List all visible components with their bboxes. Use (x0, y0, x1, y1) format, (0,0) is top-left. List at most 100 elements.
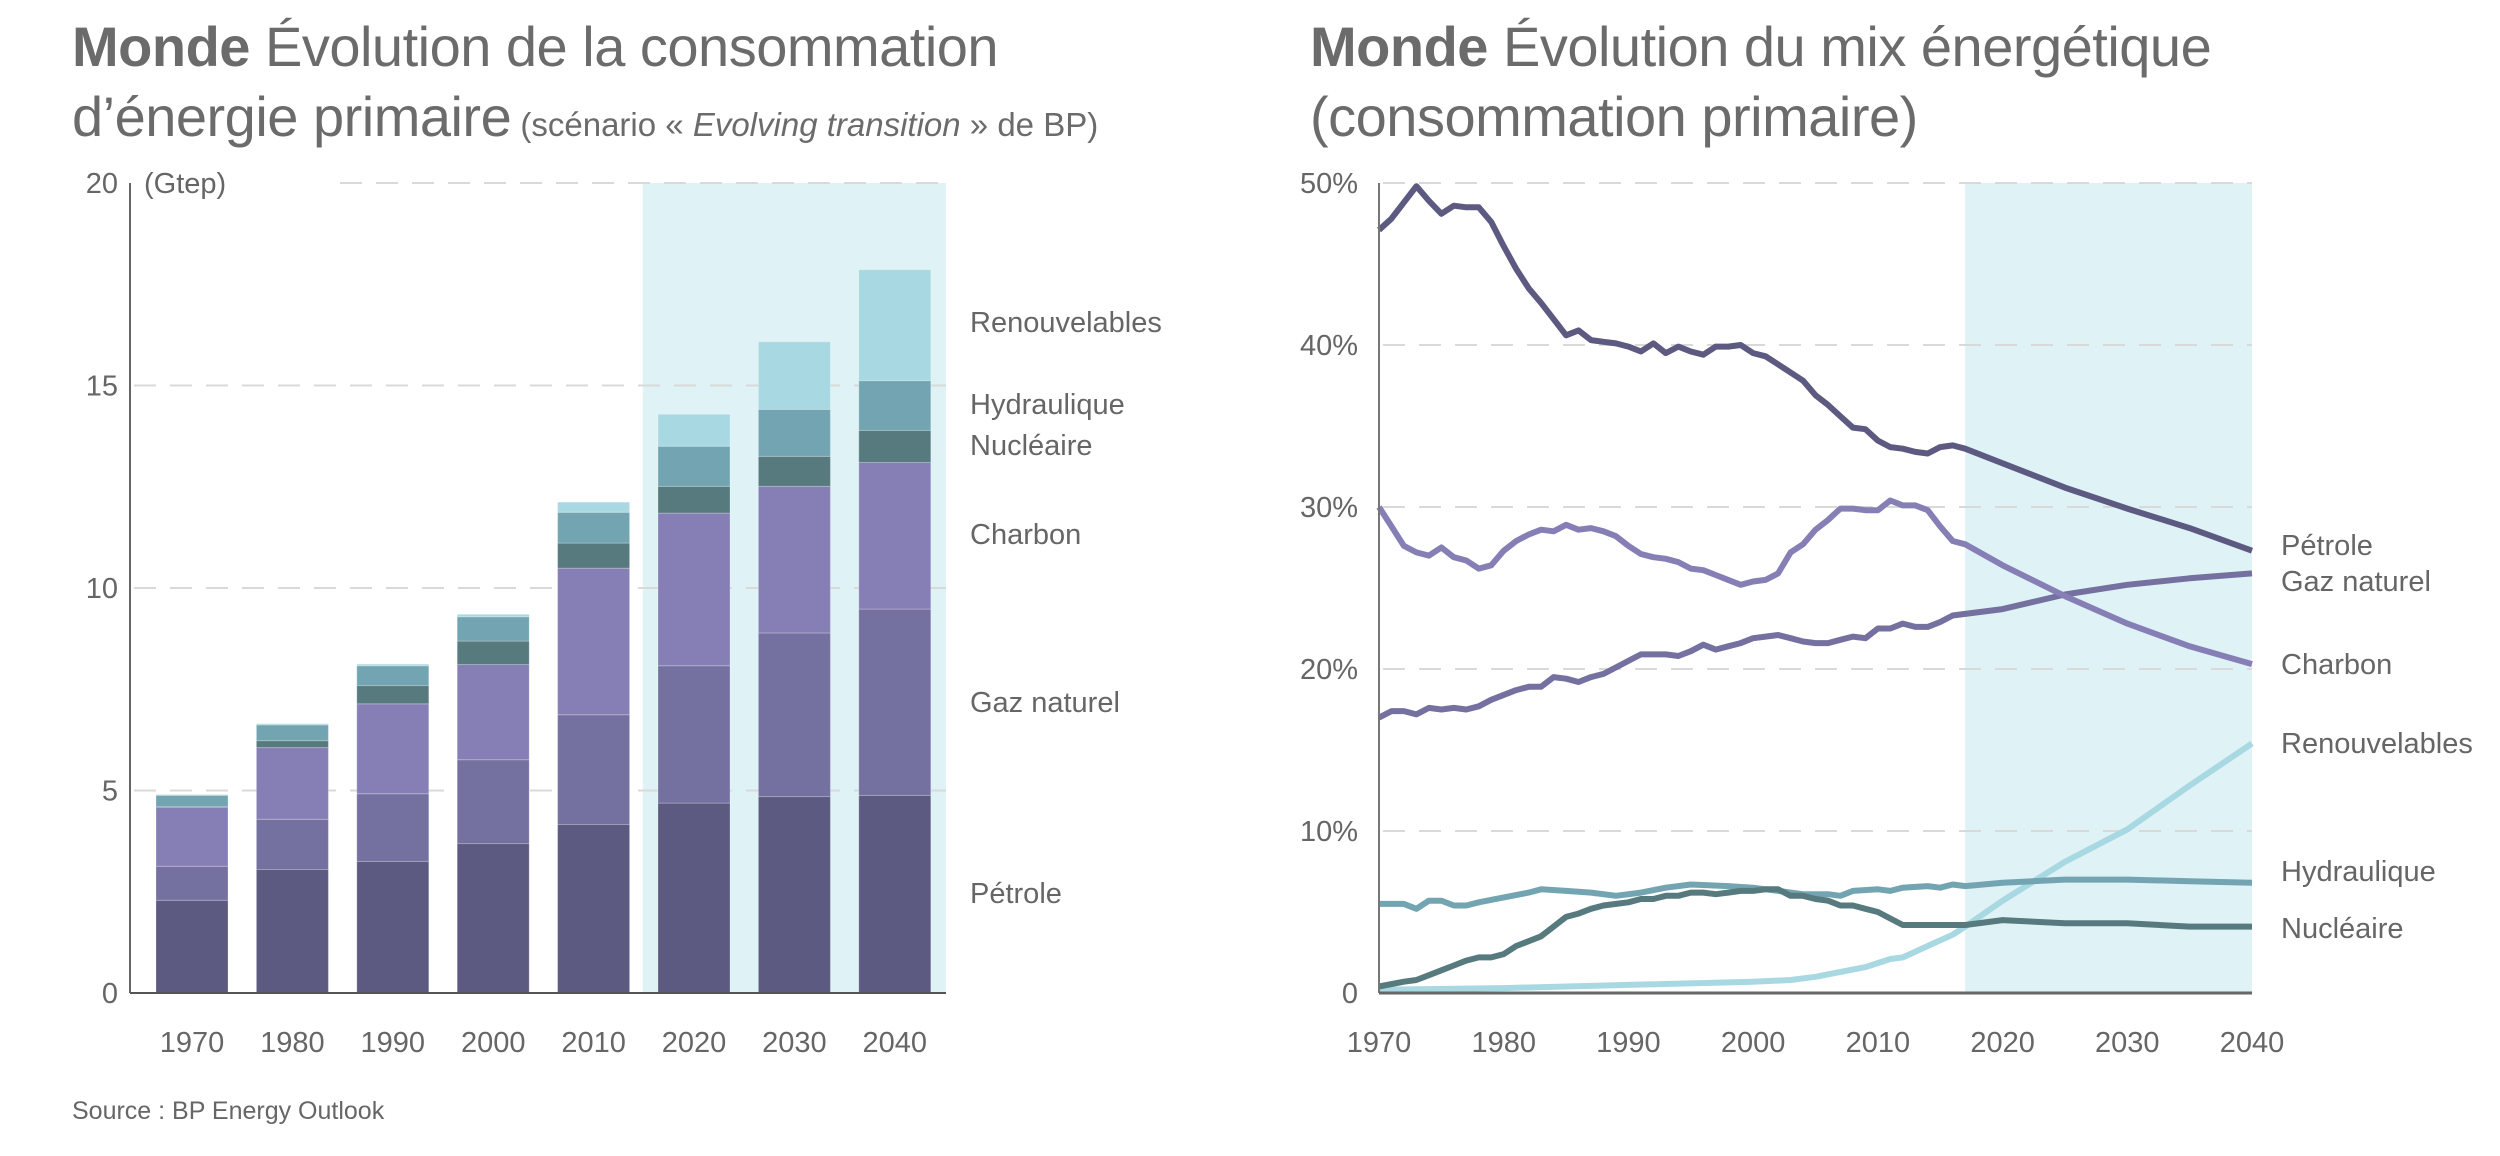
line-hydraulique (1379, 876, 2253, 912)
subtitle-suffix: » de BP) (960, 106, 1099, 143)
series-label-charbon: Charbon (2281, 649, 2392, 681)
bar-1980-charbon (255, 747, 329, 820)
bar-2020-gaz-naturel (657, 665, 731, 804)
line-gaz-naturel (1377, 570, 2253, 721)
bar-2000-petrole (456, 843, 530, 994)
bar-2040-petrole (858, 794, 932, 994)
line-petrole (1376, 183, 2254, 554)
bar-2020-hydraulique (657, 445, 731, 487)
x-tick-label: 2040 (2220, 1027, 2285, 1059)
left-chart-title: Monde Évolution de la consommation d’éne… (72, 12, 1222, 160)
bar-2030-gaz-naturel (757, 632, 831, 798)
bar-1980-nucleaire (255, 740, 329, 749)
series-label-renouvelables: Renouvelables (2281, 728, 2473, 760)
y-tick-label: 0 (1342, 978, 1358, 1010)
subtitle-scenario: Evolving transition (692, 106, 961, 143)
bar-2040-hydraulique (858, 380, 932, 431)
bar-1980-hydraulique (255, 724, 329, 742)
line-nucleaire (1378, 886, 2252, 990)
bar-2000-gaz-naturel (456, 759, 530, 845)
x-tick-label: 2000 (461, 1027, 526, 1059)
x-tick-label: 2000 (1721, 1027, 1786, 1059)
right-title-bold: Monde (1310, 15, 1488, 78)
x-tick-label: 1990 (361, 1027, 426, 1059)
bar-1990-charbon (356, 703, 430, 795)
x-tick-label: 2010 (1846, 1027, 1911, 1059)
bar-2000-nucleaire (456, 640, 530, 666)
source-note: Source : BP Energy Outlook (72, 1097, 385, 1125)
bar-2030-petrole (757, 796, 831, 994)
bar-2010-charbon (557, 567, 631, 716)
series-label-hydraulique: Hydraulique (2281, 856, 2436, 888)
bar-2000-renouvelables (456, 613, 530, 618)
bar-2040-charbon (858, 461, 932, 610)
x-tick-label: 2020 (662, 1027, 727, 1059)
series-label-gaz-naturel: Gaz naturel (970, 687, 1120, 719)
y-tick-label: 30% (1300, 492, 1358, 524)
bar-2010-nucleaire (557, 542, 631, 569)
right-chart-title: Monde Évolution du mix énergétique (cons… (1310, 12, 2460, 152)
bar-2020-charbon (657, 512, 731, 667)
stacked-bar-chart: 1970 1980 1990 2000 2010 2020 2030 2040 0 5 10 15 20… (86, 168, 1162, 1059)
bar-2000-hydraulique (456, 616, 530, 642)
bar-1970-hydraulique (155, 794, 229, 808)
series-label-renouvelables: Renouvelables (970, 307, 1162, 339)
bar-2030-charbon (757, 485, 831, 634)
bar-1990-renouvelables (356, 663, 430, 667)
series-label-nucleaire: Nucléaire (2281, 913, 2404, 945)
y-tick-label: 10% (1300, 816, 1358, 848)
bar-1990-petrole (356, 860, 430, 994)
bar-2010-petrole (557, 824, 631, 994)
bar-2010-hydraulique (557, 511, 631, 544)
bar-2020-nucleaire (657, 485, 731, 514)
bar-2030-renouvelables (757, 341, 831, 410)
x-tick-label: 2010 (561, 1027, 626, 1059)
bar-2000-charbon (456, 664, 530, 761)
line-chart: 0 10% 20% 30% 40% 50% 1970 1980 1990 2000 2010 2020… (1300, 168, 2473, 1059)
bar-2030-hydraulique (757, 408, 831, 457)
series-label-hydraulique: Hydraulique (970, 389, 1125, 421)
y-tick-label: 50% (1300, 168, 1358, 200)
bar-2040-nucleaire (858, 429, 932, 463)
bar-2020-petrole (657, 802, 731, 994)
y-tick-label: 0 (102, 978, 118, 1010)
x-tick-label: 1970 (160, 1027, 225, 1059)
series-label-petrole: Pétrole (970, 878, 1062, 910)
bar-2020-renouvelables (657, 413, 731, 447)
x-tick-label: 1970 (1347, 1027, 1412, 1059)
bar-1990-gaz-naturel (356, 793, 430, 862)
bar-2010-renouvelables (557, 501, 631, 513)
y-tick-label: 15 (86, 371, 118, 403)
series-label-nucleaire: Nucléaire (970, 430, 1093, 462)
bar-2010-gaz-naturel (557, 714, 631, 826)
x-tick-label: 2030 (762, 1027, 827, 1059)
bar-1970-renouvelables (155, 794, 229, 796)
bar-2030-nucleaire (757, 455, 831, 487)
bar-1980-gaz-naturel (255, 818, 329, 870)
bar-1970-gaz-naturel (155, 865, 229, 901)
y-tick-label: 20 (86, 168, 118, 200)
series-label-petrole: Pétrole (2281, 530, 2373, 562)
line-renouvelables (1378, 741, 2254, 993)
bar-1980-renouvelables (255, 723, 329, 726)
y-unit-label: (Gtep) (144, 168, 226, 200)
x-tick-label: 2020 (1970, 1027, 2035, 1059)
left-title-subtitle: (scénario « Evolving transition » de BP) (511, 106, 1098, 143)
y-tick-label: 20% (1300, 654, 1358, 686)
y-tick-label: 5 (102, 776, 118, 808)
y-tick-label: 10 (86, 573, 118, 605)
bar-2040-gaz-naturel (858, 608, 932, 796)
x-tick-label: 1980 (260, 1027, 325, 1059)
bar-1980-petrole (255, 868, 329, 994)
series-label-charbon: Charbon (970, 519, 1081, 551)
right-title-text: Évolution du mix énergétique (consommati… (1310, 15, 2212, 148)
left-title-bold: Monde (72, 15, 250, 78)
y-tick-label: 40% (1300, 330, 1358, 362)
x-tick-label: 2030 (2095, 1027, 2160, 1059)
series-label-gaz-naturel: Gaz naturel (2281, 566, 2431, 598)
x-tick-label: 1990 (1596, 1027, 1661, 1059)
line-charbon (1376, 497, 2253, 667)
left-title-text: Évolution de la consommation d’énergie p… (72, 15, 999, 148)
x-tick-label: 1980 (1471, 1027, 1536, 1059)
